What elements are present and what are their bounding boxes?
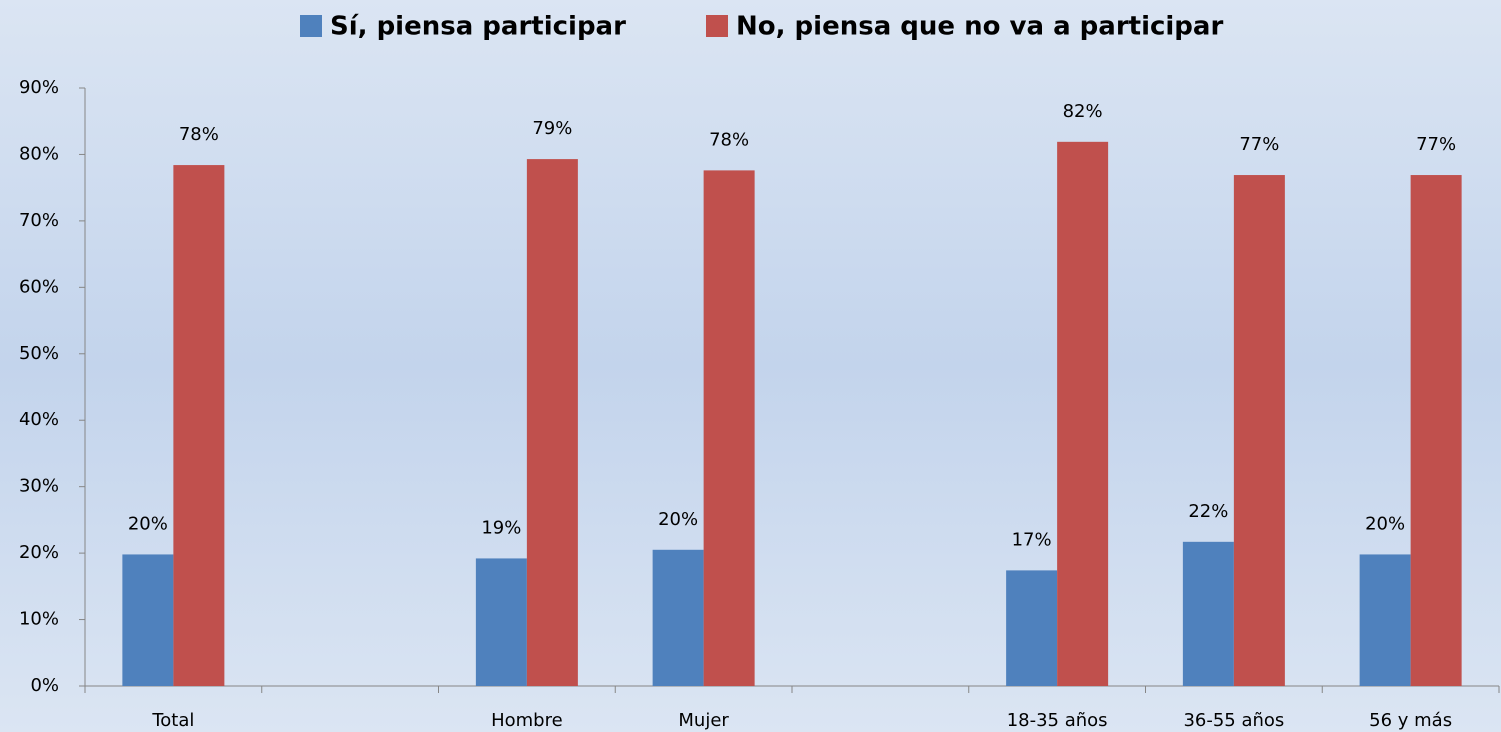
y-tick-label: 40% xyxy=(19,409,59,430)
bar xyxy=(1359,554,1411,686)
x-tick-label: 36-55 años xyxy=(1183,710,1284,731)
legend-swatch xyxy=(300,15,322,37)
bar xyxy=(1410,175,1462,686)
bar xyxy=(703,170,755,686)
data-label: 22% xyxy=(1188,501,1228,522)
data-label: 82% xyxy=(1063,101,1103,122)
y-tick-label: 80% xyxy=(19,143,59,164)
y-tick-label: 30% xyxy=(19,476,59,497)
data-label: 20% xyxy=(1365,513,1405,534)
bar xyxy=(1006,570,1058,686)
bar xyxy=(1182,541,1234,686)
data-label: 20% xyxy=(658,509,698,530)
legend-label: Sí, piensa participar xyxy=(330,12,626,42)
y-tick-label: 0% xyxy=(30,675,59,696)
data-label: 78% xyxy=(709,129,749,150)
data-label: 77% xyxy=(1239,134,1279,155)
bar xyxy=(475,558,527,686)
bar xyxy=(1233,175,1285,686)
x-tick-label: Hombre xyxy=(491,710,563,731)
y-tick-label: 70% xyxy=(19,210,59,231)
y-tick-label: 50% xyxy=(19,343,59,364)
data-label: 19% xyxy=(481,517,521,538)
data-label: 77% xyxy=(1416,134,1456,155)
y-tick-label: 10% xyxy=(19,609,59,630)
data-label: 17% xyxy=(1012,529,1052,550)
data-label: 78% xyxy=(179,124,219,145)
bar xyxy=(652,549,704,686)
y-tick-label: 20% xyxy=(19,542,59,563)
bar xyxy=(526,159,578,686)
y-tick-label: 90% xyxy=(19,77,59,98)
legend-swatch xyxy=(706,15,728,37)
bar xyxy=(122,554,174,686)
data-label: 20% xyxy=(128,513,168,534)
legend-label: No, piensa que no va a participar xyxy=(736,12,1223,42)
x-tick-label: Mujer xyxy=(678,710,729,731)
bar xyxy=(1057,141,1109,686)
bar xyxy=(173,165,225,686)
y-tick-label: 60% xyxy=(19,276,59,297)
x-tick-label: 18-35 años xyxy=(1007,710,1108,731)
x-tick-label: Total xyxy=(151,710,194,731)
x-tick-label: 56 y más xyxy=(1369,710,1452,731)
data-label: 79% xyxy=(532,118,572,139)
